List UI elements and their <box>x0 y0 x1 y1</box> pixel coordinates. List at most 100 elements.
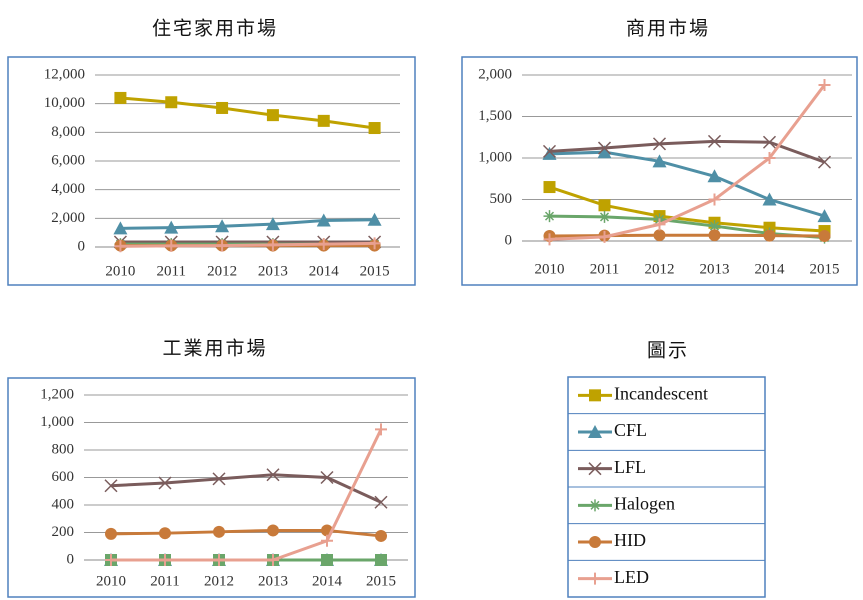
marker <box>598 230 611 243</box>
x-tick-label: 2011 <box>590 261 619 277</box>
marker <box>653 229 666 242</box>
marker <box>113 221 128 235</box>
y-tick-label: 500 <box>490 191 513 207</box>
marker <box>652 137 667 151</box>
marker <box>818 230 831 243</box>
x-tick-label: 2015 <box>360 263 390 279</box>
series-line <box>549 233 825 238</box>
marker <box>105 554 117 566</box>
y-tick-label: 800 <box>52 441 75 457</box>
x-tick-label: 2011 <box>157 263 186 279</box>
series-line <box>120 96 375 130</box>
marker <box>707 169 722 183</box>
x-tick-label: 2015 <box>366 573 396 589</box>
y-tick-label: 1,000 <box>478 149 512 165</box>
marker <box>316 213 331 227</box>
marker <box>267 554 279 566</box>
marker <box>708 220 721 233</box>
x-tick-label: 2014 <box>755 261 786 277</box>
marker <box>367 212 382 226</box>
marker <box>598 199 611 212</box>
marker <box>321 534 333 547</box>
marker <box>213 554 225 566</box>
y-tick-label: 8,000 <box>51 124 85 140</box>
legend-title: 圖示 <box>647 340 689 361</box>
marker <box>165 96 178 109</box>
y-tick-label: 600 <box>52 469 75 485</box>
x-tick-label: 2011 <box>150 573 179 589</box>
chart-title: 工業用市場 <box>162 337 267 359</box>
marker <box>817 155 832 169</box>
marker <box>597 145 612 159</box>
marker <box>105 527 117 540</box>
marker <box>762 135 777 149</box>
chart-frame <box>461 56 858 286</box>
series-line <box>111 428 383 562</box>
marker <box>114 91 127 104</box>
marker <box>818 78 831 91</box>
marker <box>114 240 127 253</box>
x-tick-label: 2012 <box>645 261 675 277</box>
legend-label: Halogen <box>614 493 675 513</box>
y-tick-label: 1,000 <box>40 414 74 430</box>
marker <box>543 210 556 223</box>
series-line <box>549 84 826 241</box>
y-tick-label: 6,000 <box>51 152 85 168</box>
marker <box>320 470 334 485</box>
marker <box>317 114 330 127</box>
series-line <box>110 473 382 504</box>
legend-label: LFL <box>614 457 646 477</box>
marker <box>653 218 666 231</box>
marker <box>708 229 721 242</box>
x-tick-label: 2015 <box>810 261 840 277</box>
legend-label: Incandescent <box>614 383 708 403</box>
marker <box>265 217 280 231</box>
y-tick-label: 0 <box>67 551 75 567</box>
marker <box>817 209 832 223</box>
marker <box>104 479 118 493</box>
marker <box>589 572 601 585</box>
marker <box>165 239 178 252</box>
marker <box>588 462 602 476</box>
y-tick-label: 4,000 <box>51 181 85 197</box>
marker <box>158 476 172 490</box>
marker <box>266 238 279 251</box>
marker <box>598 210 611 223</box>
x-tick-label: 2014 <box>309 263 340 279</box>
marker <box>159 527 171 540</box>
x-tick-label: 2014 <box>312 573 343 589</box>
chart-frame <box>7 56 416 286</box>
marker <box>216 239 229 252</box>
marker <box>763 152 776 164</box>
marker <box>763 229 776 242</box>
chart-title: 住宅家用市場 <box>152 17 278 39</box>
series-line <box>110 528 382 538</box>
legend-label: CFL <box>614 420 647 440</box>
y-tick-label: 0 <box>78 238 86 254</box>
marker <box>589 536 601 548</box>
x-tick-label: 2010 <box>535 261 565 277</box>
y-tick-label: 400 <box>52 496 75 512</box>
y-tick-label: 2,000 <box>51 210 85 226</box>
x-tick-label: 2013 <box>258 263 288 279</box>
marker <box>543 233 556 246</box>
series-line <box>120 241 375 248</box>
marker <box>707 134 722 148</box>
marker <box>374 495 388 509</box>
marker <box>375 423 387 436</box>
marker <box>266 468 280 482</box>
marker <box>708 193 721 206</box>
marker <box>213 525 225 538</box>
marker <box>542 144 557 158</box>
y-tick-label: 0 <box>505 232 513 248</box>
marker <box>267 524 279 537</box>
marker <box>597 141 612 155</box>
marker <box>321 554 333 566</box>
marker <box>375 554 387 566</box>
marker <box>317 238 330 251</box>
marker <box>762 192 777 206</box>
marker <box>368 237 381 250</box>
series-line <box>120 218 375 230</box>
marker <box>543 181 556 194</box>
